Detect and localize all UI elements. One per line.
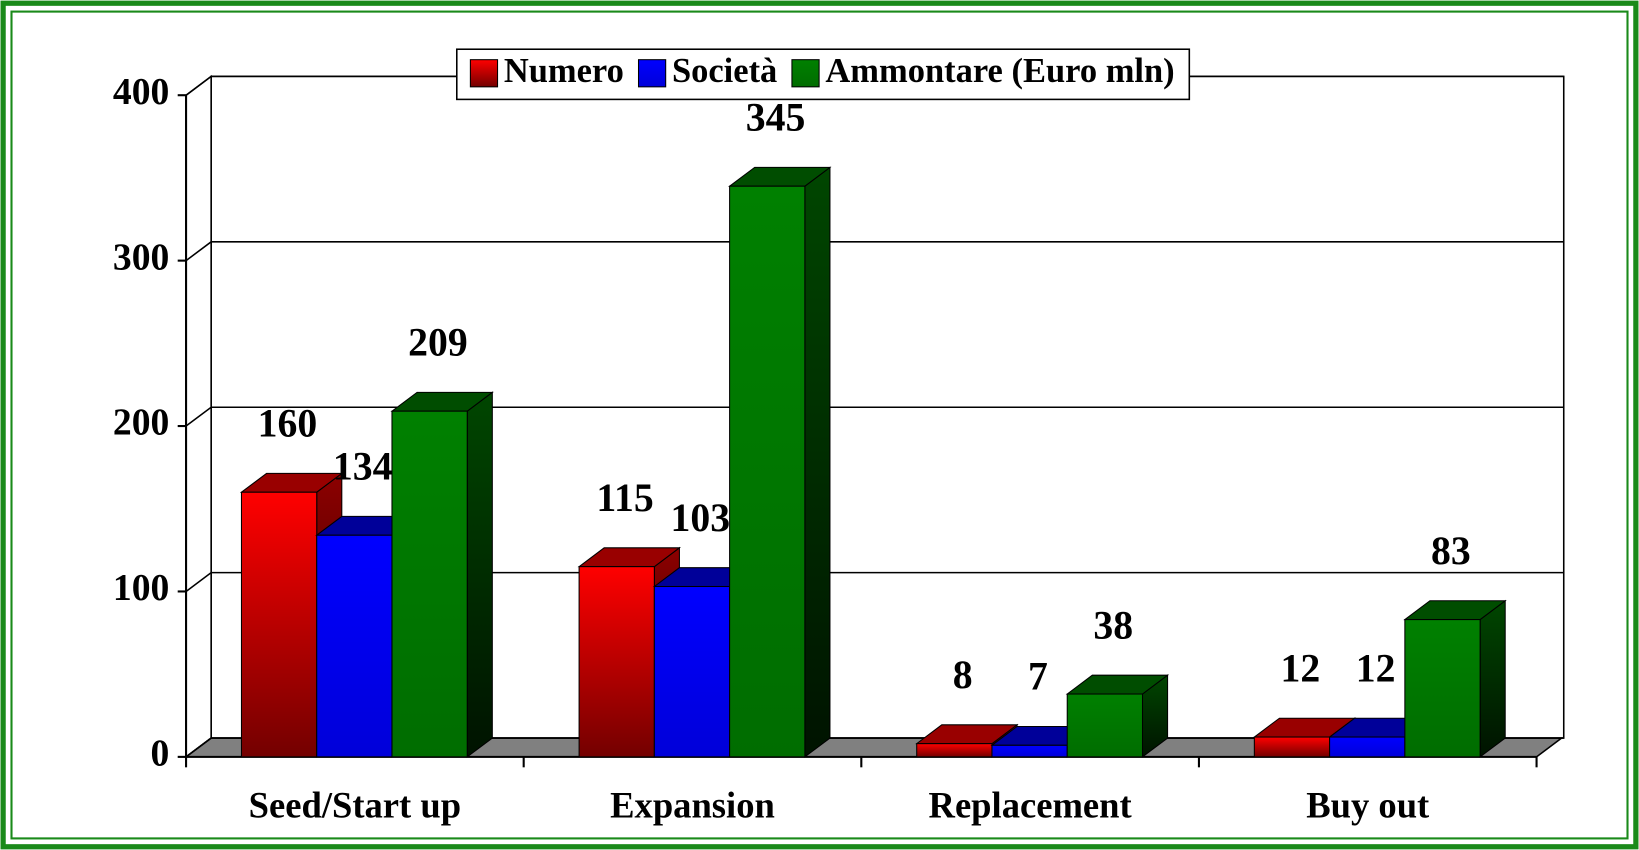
bar [729, 185, 806, 758]
inner-frame [10, 10, 1629, 840]
value-label: 12 [1280, 646, 1320, 690]
x-tick-label: Replacement [929, 785, 1133, 826]
legend-box [456, 48, 1191, 101]
value-label: 209 [408, 320, 468, 364]
bar-side [1479, 599, 1506, 758]
y-tick-label: 0 [151, 733, 170, 775]
x-tick-label: Seed/Start up [249, 785, 461, 826]
y-tick-label: 100 [113, 567, 169, 609]
bar [1066, 693, 1144, 758]
y-tick-label: 200 [113, 402, 169, 444]
bar [1404, 619, 1481, 758]
value-label: 160 [258, 402, 318, 446]
bar [991, 744, 1068, 758]
value-label: 115 [596, 476, 653, 520]
bar [1329, 736, 1406, 758]
legend-swatch [791, 59, 820, 88]
value-label: 7 [1028, 655, 1048, 699]
bar [240, 491, 318, 758]
bar [653, 585, 731, 758]
bar [1253, 736, 1331, 758]
bar [391, 410, 468, 758]
value-label: 103 [671, 496, 731, 540]
legend-label: Società [672, 52, 777, 90]
grid-line [185, 241, 1564, 262]
legend: Numero Società Ammontare (Euro mln) [456, 48, 1191, 101]
legend-swatch [469, 59, 499, 88]
value-label: 134 [333, 445, 393, 489]
value-label: 12 [1356, 646, 1396, 690]
grid-line [185, 571, 1564, 593]
bar-side [466, 391, 493, 758]
x-tick-label: Expansion [610, 785, 775, 826]
value-label: 83 [1431, 529, 1471, 573]
legend-label: Numero [504, 52, 624, 90]
value-label: 8 [953, 653, 973, 697]
legend-label: Ammontare (Euro mln) [825, 52, 1174, 90]
bar [316, 534, 393, 758]
y-tick-label: 300 [113, 236, 169, 278]
value-label: 345 [746, 95, 806, 139]
y-tick-label: 400 [113, 71, 169, 113]
bar [578, 566, 655, 758]
bar [916, 743, 993, 758]
legend-swatch [637, 59, 667, 88]
value-label: 38 [1093, 603, 1133, 647]
bar-side [804, 166, 831, 758]
x-tick-label: Buy out [1306, 785, 1430, 826]
grid-line [185, 406, 1564, 427]
